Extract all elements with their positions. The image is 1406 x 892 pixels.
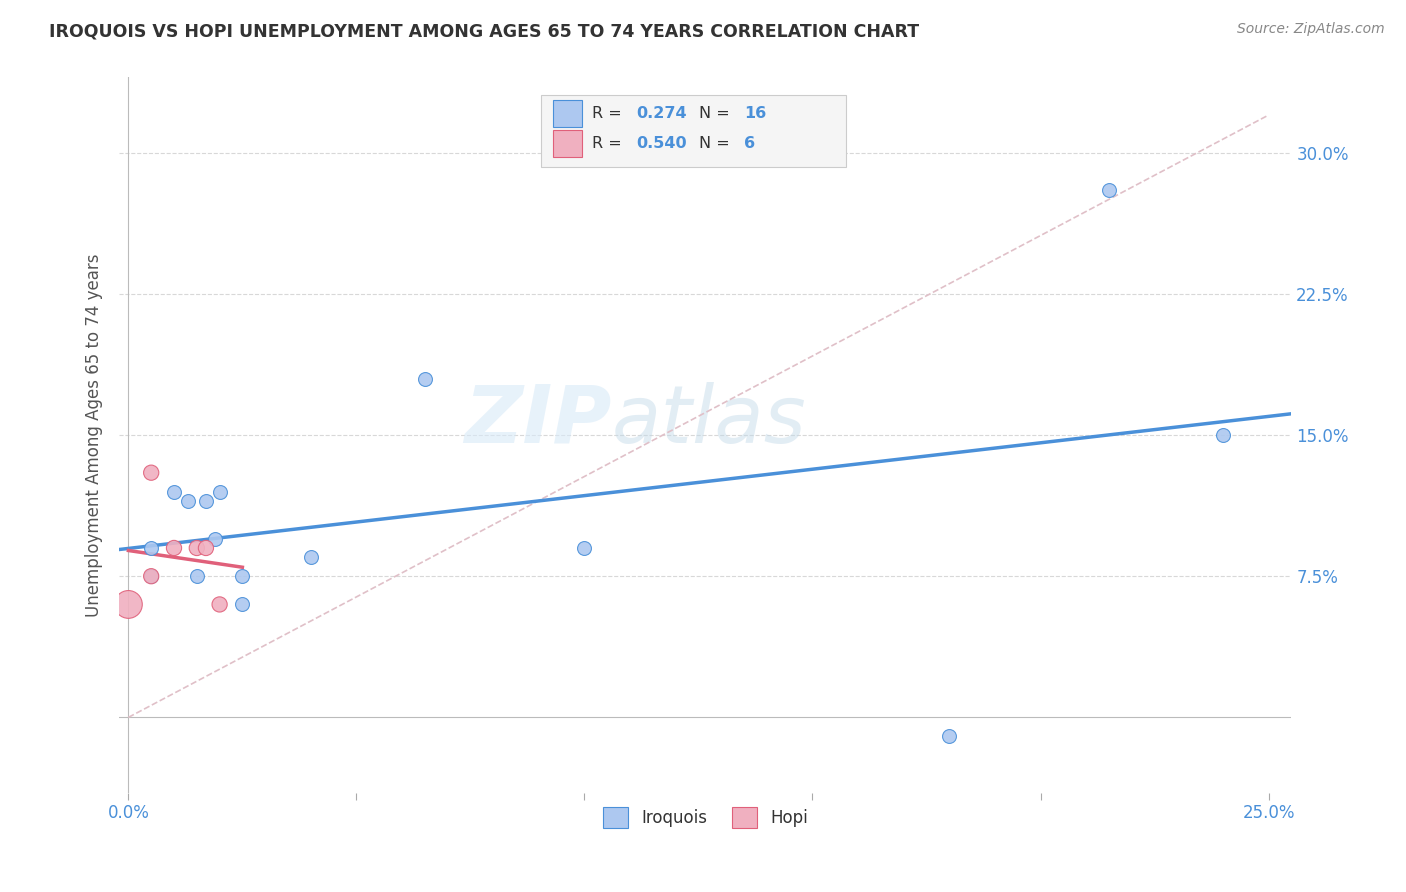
Point — [413, 371, 436, 385]
Text: ZIP: ZIP — [464, 382, 612, 459]
Point — [141, 466, 163, 480]
Point — [574, 541, 596, 555]
Text: 0.540: 0.540 — [636, 136, 686, 151]
Point — [231, 598, 253, 612]
Text: N =: N = — [699, 105, 735, 120]
Y-axis label: Unemployment Among Ages 65 to 74 years: Unemployment Among Ages 65 to 74 years — [86, 253, 103, 616]
Point — [208, 484, 231, 499]
Point — [141, 541, 163, 555]
Text: Source: ZipAtlas.com: Source: ZipAtlas.com — [1237, 22, 1385, 37]
Point — [163, 484, 186, 499]
Text: atlas: atlas — [612, 382, 806, 459]
Point — [186, 541, 208, 555]
Point — [194, 541, 217, 555]
Point — [141, 569, 163, 583]
Point — [186, 569, 208, 583]
Text: R =: R = — [592, 105, 627, 120]
Point — [176, 494, 198, 508]
Text: 6: 6 — [744, 136, 755, 151]
Point — [117, 598, 139, 612]
Point — [231, 569, 253, 583]
Text: N =: N = — [699, 136, 735, 151]
Point — [299, 550, 322, 565]
Point — [141, 569, 163, 583]
FancyBboxPatch shape — [541, 95, 846, 167]
Point — [194, 494, 217, 508]
Text: IROQUOIS VS HOPI UNEMPLOYMENT AMONG AGES 65 TO 74 YEARS CORRELATION CHART: IROQUOIS VS HOPI UNEMPLOYMENT AMONG AGES… — [49, 22, 920, 40]
Text: 0.274: 0.274 — [636, 105, 686, 120]
Text: R =: R = — [592, 136, 627, 151]
Point — [1212, 428, 1234, 442]
Point — [208, 598, 231, 612]
Legend: Iroquois, Hopi: Iroquois, Hopi — [596, 801, 814, 834]
Point — [1098, 183, 1121, 197]
Point — [938, 729, 960, 743]
Text: 16: 16 — [744, 105, 766, 120]
Point — [163, 541, 186, 555]
FancyBboxPatch shape — [553, 100, 582, 127]
Point — [204, 532, 226, 546]
FancyBboxPatch shape — [553, 129, 582, 157]
